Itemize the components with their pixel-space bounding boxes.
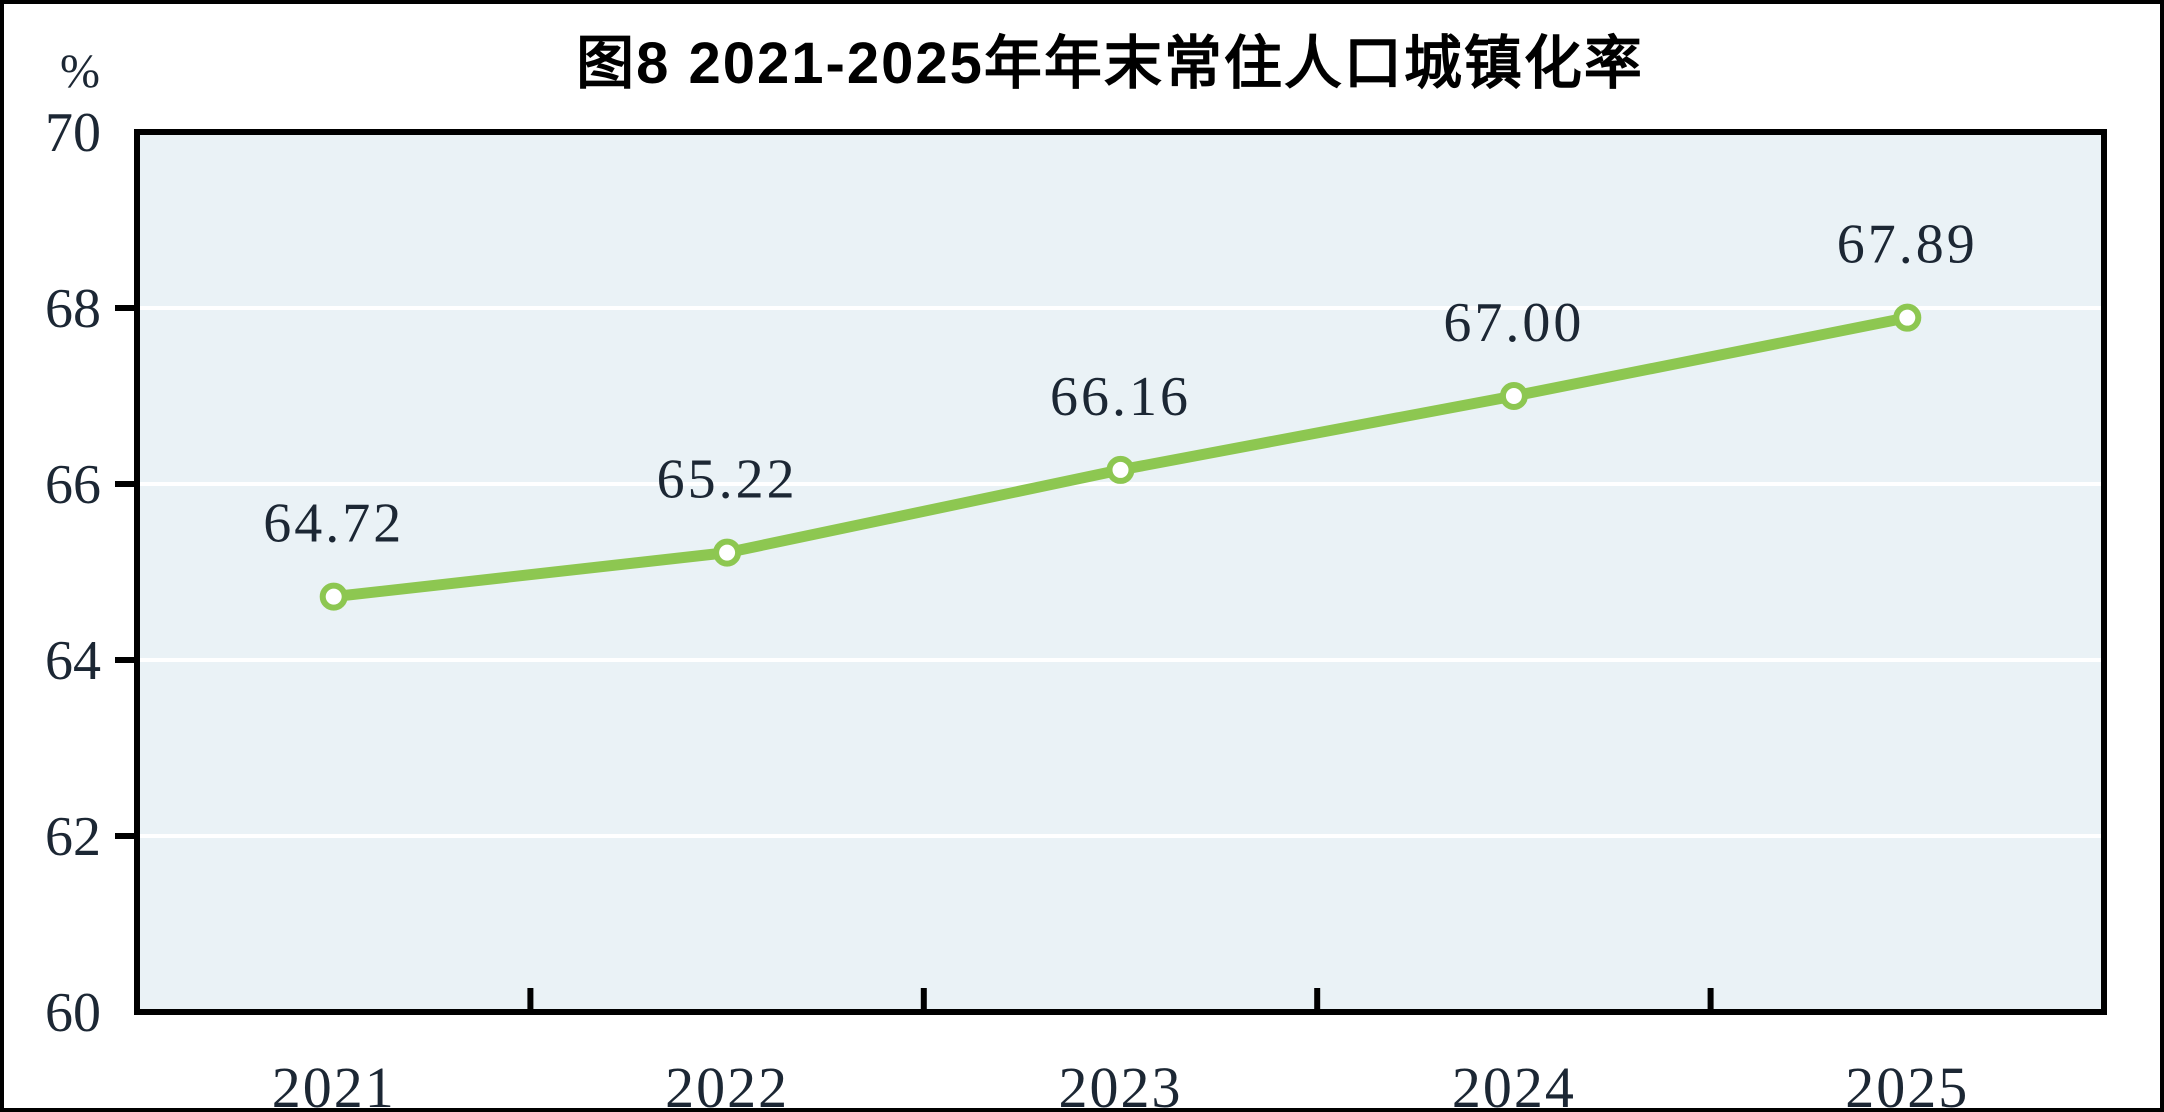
data-label: 66.16 bbox=[1050, 366, 1191, 428]
y-tick-label: 60 bbox=[45, 982, 101, 1044]
data-label: 65.22 bbox=[657, 449, 798, 511]
chart-title: 图8 2021-2025年年末常住人口城镇化率 bbox=[576, 31, 1644, 96]
plot-frame bbox=[134, 129, 2107, 1015]
x-tick-label: 2021 bbox=[272, 1055, 396, 1112]
y-axis-unit-label: % bbox=[60, 45, 100, 98]
x-tick-label: 2023 bbox=[1059, 1055, 1183, 1112]
plot-area bbox=[137, 132, 2104, 1012]
x-tick-label: 2024 bbox=[1452, 1055, 1576, 1112]
y-tick-label: 64 bbox=[45, 630, 101, 692]
data-label: 64.72 bbox=[263, 493, 404, 555]
data-point-marker bbox=[1499, 382, 1528, 410]
data-point-marker bbox=[713, 538, 742, 567]
data-label: 67.00 bbox=[1443, 292, 1584, 354]
data-point-marker bbox=[1893, 303, 1922, 332]
data-point-marker bbox=[1106, 455, 1135, 484]
y-tick-label: 70 bbox=[45, 102, 101, 164]
y-tick-label: 68 bbox=[45, 278, 101, 340]
data-label: 67.89 bbox=[1837, 214, 1978, 276]
line-chart: 64.72 65.22 66.16 67.00 67.89 70 68 66 64 62 60 202… bbox=[45, 102, 2107, 1112]
y-tick-label: 62 bbox=[45, 806, 101, 868]
y-tick-label: 66 bbox=[45, 454, 101, 516]
x-tick-label: 2025 bbox=[1845, 1055, 1969, 1112]
x-tick-label: 2022 bbox=[665, 1055, 789, 1112]
data-point-marker bbox=[319, 582, 348, 611]
